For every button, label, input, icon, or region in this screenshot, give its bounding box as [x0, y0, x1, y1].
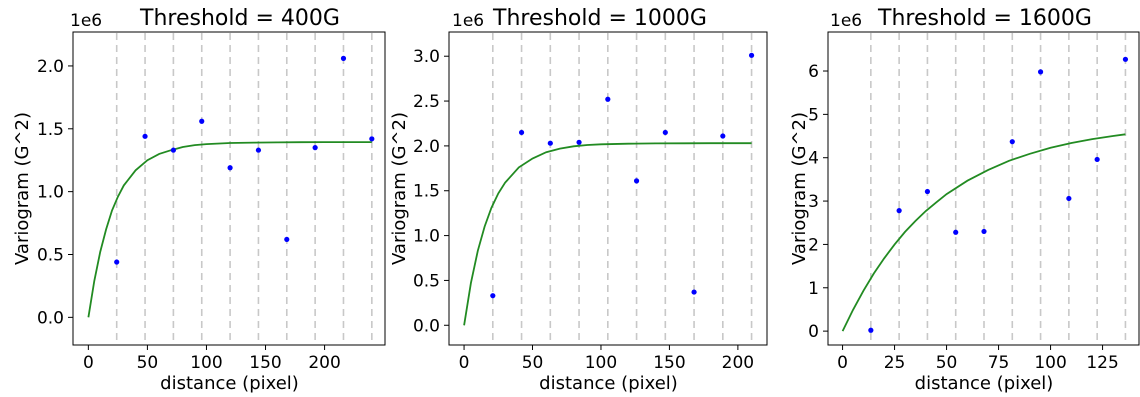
data-point: [1094, 156, 1100, 163]
data-point: [1037, 69, 1044, 75]
x-tick-label: 200: [308, 353, 340, 373]
y-tick-label: 2.0: [413, 137, 440, 157]
data-point: [1066, 195, 1072, 202]
data-point: [114, 259, 120, 265]
data-point: [896, 208, 902, 214]
y-offset-text: 1e6: [70, 11, 102, 31]
chart-panel-2: 0 50 100 150 200 0.0 0.5 1.0 1.5 2.0 2.5 3.0 distanc…: [389, 6, 768, 394]
x-axis-label: distance (pixel): [160, 373, 299, 394]
x-axis-label: distance (pixel): [915, 373, 1054, 394]
data-point: [518, 129, 525, 136]
x-tick-label: 0: [83, 353, 94, 373]
data-point: [691, 289, 697, 295]
y-tick-label: 5: [808, 105, 819, 125]
y-tick-label: 0.5: [413, 271, 440, 291]
y-tick-label: 1.0: [413, 227, 440, 247]
y-axis-label: Variogram (G^2): [12, 112, 33, 265]
x-axis-label: distance (pixel): [539, 373, 678, 394]
y-tick-label: 6: [808, 62, 819, 82]
data-point: [490, 293, 496, 299]
x-tick-label: 100: [1034, 353, 1066, 373]
y-tick-label: 2: [808, 235, 819, 255]
data-point: [662, 129, 668, 136]
data-point: [981, 228, 987, 235]
y-offset-text: 1e6: [830, 11, 862, 31]
y-axis-label: Variogram (G^2): [389, 112, 410, 265]
chart-title: Threshold = 1000G: [492, 6, 707, 31]
data-point: [547, 140, 553, 146]
data-point: [868, 327, 874, 333]
data-point: [199, 118, 205, 124]
y-tick-label: 1.5: [413, 182, 440, 202]
x-tick-label: 0: [837, 353, 848, 373]
data-point: [369, 136, 375, 142]
data-point: [1122, 56, 1129, 62]
x-tick-label: 150: [249, 353, 281, 373]
data-point: [142, 133, 148, 139]
data-point: [633, 178, 640, 184]
fitted-curve: [463, 142, 752, 326]
data-point: [312, 145, 318, 151]
x-tick-label: 25: [884, 353, 906, 373]
x-tick-label: 100: [585, 353, 617, 373]
data-point: [284, 236, 290, 243]
x-tick-label: 100: [190, 353, 222, 373]
y-tick-label: 1.5: [37, 120, 64, 140]
y-tick-label: 0.0: [37, 308, 64, 328]
chart-panel-1: 0 50 100 150 200 0.0 0.5 1.0 1.5 2.0 distance (pix…: [12, 6, 386, 394]
data-point: [748, 52, 755, 58]
fitted-curve: [841, 133, 1126, 332]
x-tick-label: 125: [1086, 353, 1118, 373]
x-tick-label: 50: [936, 353, 958, 373]
data-point: [576, 139, 582, 145]
x-tick-label: 150: [653, 353, 685, 373]
y-tick-label: 1: [808, 279, 819, 299]
y-tick-label: 0.0: [413, 316, 440, 336]
data-point: [227, 165, 233, 171]
plot-frame: [72, 31, 386, 346]
chart-title: Threshold = 400G: [139, 6, 340, 31]
chart-panel-3: 0 25 50 75 100 125 0 1 2 3 4 5 6 distance (pixel) Vari…: [789, 6, 1140, 394]
x-tick-label: 50: [522, 353, 544, 373]
data-point: [170, 147, 176, 153]
data-point: [255, 147, 262, 153]
y-tick-label: 0: [808, 322, 819, 342]
x-tick-label: 75: [988, 353, 1010, 373]
y-tick-label: 1.0: [37, 183, 64, 203]
plot-frame: [448, 31, 768, 346]
y-tick-label: 3.0: [413, 47, 440, 67]
data-point: [340, 55, 347, 61]
data-point: [924, 188, 931, 195]
data-point: [1009, 139, 1015, 145]
y-tick-label: 4: [808, 149, 819, 169]
y-offset-text: 1e6: [452, 11, 484, 31]
y-tick-label: 3: [808, 192, 819, 212]
y-tick-label: 0.5: [37, 245, 64, 265]
plot-frame: [827, 31, 1140, 346]
x-tick-label: 0: [459, 353, 470, 373]
y-tick-label: 2.0: [37, 57, 64, 77]
x-tick-label: 200: [722, 353, 754, 373]
chart-title: Threshold = 1600G: [877, 6, 1092, 31]
data-point: [953, 229, 959, 235]
y-axis-label: Variogram (G^2): [789, 112, 810, 265]
x-tick-label: 50: [137, 353, 159, 373]
y-tick-label: 2.5: [413, 92, 440, 112]
data-point: [605, 96, 611, 102]
data-point: [720, 133, 726, 139]
